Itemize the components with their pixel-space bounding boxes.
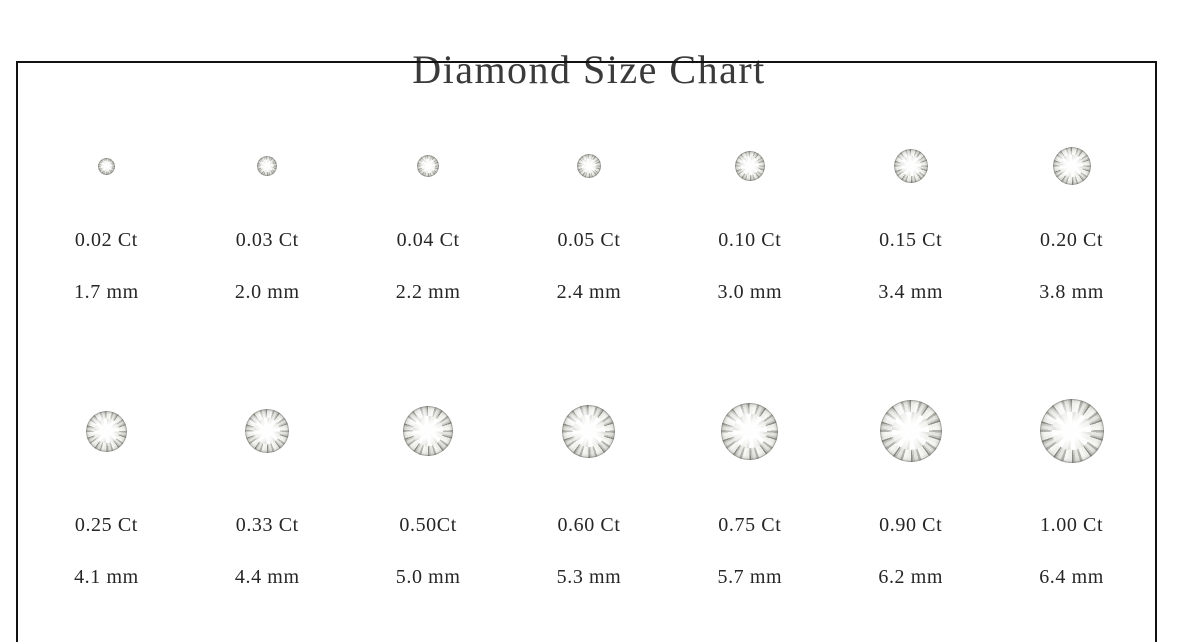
mm-label: 2.4 mm — [556, 281, 622, 303]
diamond-icon — [893, 149, 928, 183]
diamond-cell: 0.03 Ct 2.0 mm — [187, 144, 348, 304]
diamond-icon — [879, 400, 942, 462]
carat-label: 0.25 Ct — [74, 514, 138, 536]
gem-box — [245, 398, 290, 464]
diamond-cell: 0.33 Ct 4.4 mm — [187, 398, 348, 589]
diamond-row-large: 0.25 Ct 4.1 mm 0.33 Ct 4.4 mm 0.50Ct 5.0… — [26, 398, 1152, 589]
diamond-icon — [85, 410, 127, 452]
diamond-cell: 0.60 Ct 5.3 mm — [509, 398, 670, 589]
gem-box — [879, 398, 942, 464]
gem-box — [417, 144, 440, 188]
mm-label: 5.7 mm — [717, 566, 783, 588]
diamond-icon — [417, 155, 440, 177]
mm-label: 2.0 mm — [234, 281, 300, 303]
gem-box — [721, 398, 779, 464]
carat-label: 0.15 Ct — [879, 229, 943, 251]
gem-box — [562, 398, 616, 464]
diamond-cell: 0.75 Ct 5.7 mm — [669, 398, 830, 589]
gem-box — [1052, 144, 1091, 188]
carat-label: 0.90 Ct — [879, 514, 943, 536]
mm-label: 6.4 mm — [1039, 566, 1104, 588]
gem-box — [734, 144, 765, 188]
diamond-icon — [1039, 399, 1104, 463]
mm-label: 4.4 mm — [234, 566, 300, 588]
mm-label: 5.0 mm — [395, 566, 461, 588]
diamond-cell: 1.00 Ct 6.4 mm — [991, 398, 1152, 589]
carat-label: 0.60 Ct — [557, 514, 621, 536]
mm-label: 3.0 mm — [717, 281, 783, 303]
carat-label: 0.20 Ct — [1040, 229, 1104, 251]
carat-label: 0.10 Ct — [718, 229, 782, 251]
page-title: Diamond Size Chart — [412, 47, 766, 92]
diamond-cell: 0.02 Ct 1.7 mm — [26, 144, 187, 304]
diamond-cell: 0.15 Ct 3.4 mm — [830, 144, 991, 304]
diamond-icon — [1052, 147, 1091, 185]
mm-label: 1.7 mm — [74, 281, 139, 303]
mm-label: 2.2 mm — [395, 281, 461, 303]
diamond-cell: 0.90 Ct 6.2 mm — [830, 398, 991, 589]
diamond-icon — [245, 409, 290, 453]
carat-label: 0.75 Ct — [718, 514, 782, 536]
gem-box — [576, 144, 601, 188]
mm-label: 4.1 mm — [74, 566, 139, 588]
diamond-cell: 0.20 Ct 3.8 mm — [991, 144, 1152, 304]
diamond-size-chart-panel: Diamond Size Chart 0.02 Ct 1.7 mm 0.03 C… — [0, 48, 1178, 642]
carat-label: 0.05 Ct — [557, 229, 621, 251]
diamond-cell: 0.04 Ct 2.2 mm — [348, 144, 509, 304]
gem-box — [257, 144, 278, 188]
diamond-icon — [562, 404, 616, 458]
gem-box — [1039, 398, 1104, 464]
diamond-icon — [403, 406, 454, 456]
carat-label: 1.00 Ct — [1040, 514, 1104, 536]
carat-label: 0.02 Ct — [74, 229, 138, 251]
gem-box — [893, 144, 928, 188]
mm-label: 5.3 mm — [556, 566, 622, 588]
gem-box — [97, 144, 115, 188]
diamond-icon — [576, 154, 601, 178]
diamond-cell: 0.50Ct 5.0 mm — [348, 398, 509, 589]
mm-label: 3.8 mm — [1039, 281, 1104, 303]
diamond-icon — [97, 157, 115, 175]
mm-label: 3.4 mm — [878, 281, 944, 303]
carat-label: 0.04 Ct — [396, 229, 460, 251]
diamond-row-small: 0.02 Ct 1.7 mm 0.03 Ct 2.0 mm 0.04 Ct 2.… — [26, 144, 1152, 304]
carat-label: 0.33 Ct — [235, 514, 299, 536]
diamond-icon — [734, 151, 765, 181]
diamond-icon — [721, 402, 779, 460]
diamond-cell: 0.25 Ct 4.1 mm — [26, 398, 187, 589]
gem-box — [403, 398, 454, 464]
diamond-cell: 0.05 Ct 2.4 mm — [509, 144, 670, 304]
mm-label: 6.2 mm — [878, 566, 944, 588]
gem-box — [85, 398, 127, 464]
carat-label: 0.50Ct — [399, 514, 457, 536]
diamond-icon — [257, 156, 278, 176]
carat-label: 0.03 Ct — [235, 229, 299, 251]
diamond-cell: 0.10 Ct 3.0 mm — [669, 144, 830, 304]
